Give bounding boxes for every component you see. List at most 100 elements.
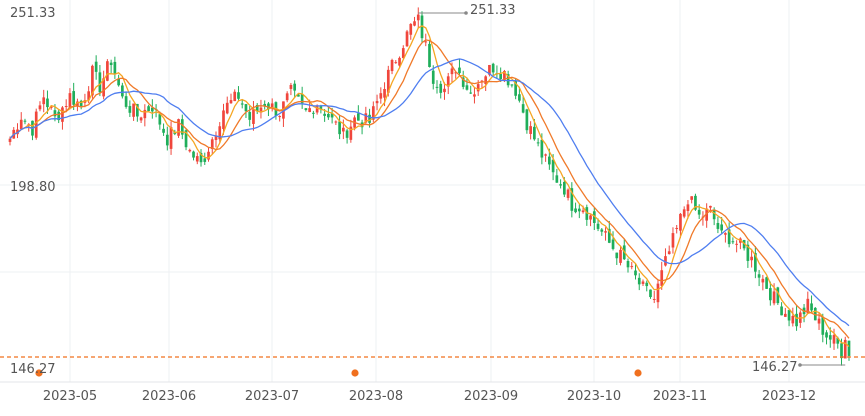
candle-body [106, 61, 109, 81]
candle-body [139, 117, 143, 121]
candle-body [338, 121, 341, 135]
candle-body [19, 119, 23, 129]
candle-body [443, 88, 446, 93]
candle-body [312, 112, 315, 114]
candle-body [604, 231, 607, 233]
candle-body [810, 303, 813, 311]
candle-body [439, 83, 443, 93]
candle-body [765, 277, 768, 289]
candle-body [551, 159, 555, 173]
candle-body [229, 100, 233, 104]
candle-body [675, 227, 679, 229]
candle-body [124, 96, 128, 107]
candle-body [506, 74, 510, 86]
candle-body [330, 113, 334, 118]
candle-body [409, 23, 413, 35]
candle-body [836, 337, 840, 344]
candle-body [682, 209, 686, 217]
candle-body [428, 43, 431, 67]
candle-body [828, 335, 832, 340]
candle-body [596, 223, 600, 229]
candle-body [641, 281, 645, 284]
candle-body [225, 102, 229, 114]
candle-body [184, 130, 188, 148]
candle-body [473, 94, 476, 97]
candle-body [731, 241, 735, 243]
candle-body [607, 228, 611, 243]
candle-body [484, 76, 488, 85]
candle-body [401, 48, 405, 58]
candle-body [716, 223, 720, 229]
candle-body [76, 101, 79, 107]
candle-body [488, 64, 491, 75]
candle-body [769, 288, 772, 301]
candle-body [285, 93, 289, 101]
candle-body [102, 78, 105, 97]
candle-body [518, 94, 521, 101]
candle-body [349, 126, 353, 140]
current-price-callout: 146.27 [752, 360, 798, 375]
x-tick-label: 2023-08 [349, 389, 403, 404]
candle-body [679, 213, 682, 231]
candle-body [525, 109, 529, 131]
candle-body [712, 209, 716, 220]
candle-body [458, 67, 461, 74]
candle-body [611, 239, 615, 249]
candle-body [237, 92, 240, 99]
candle-body [562, 181, 566, 195]
min-price-label: 146.27 [10, 362, 56, 377]
candle-body [615, 252, 619, 259]
candle-body [454, 72, 458, 74]
candle-body [761, 278, 765, 283]
candle-body [416, 14, 420, 21]
candle-body [252, 109, 255, 124]
candle-body [72, 91, 76, 105]
candle-body [345, 130, 349, 138]
candle-body [192, 151, 195, 158]
candle-body [38, 105, 42, 110]
candle-body [521, 104, 525, 113]
max-price-callout: 251.33 [470, 3, 516, 18]
candle-body [825, 332, 828, 338]
candle-body [334, 121, 338, 123]
candle-body [61, 107, 64, 122]
candle-body [637, 277, 641, 285]
candle-body [132, 103, 135, 117]
candle-body [544, 154, 547, 156]
candle-body [207, 151, 210, 160]
x-tick-label: 2023-09 [464, 389, 518, 404]
candle-body [510, 84, 514, 86]
candle-body [398, 57, 401, 66]
candle-body [375, 101, 379, 104]
candle-body [413, 21, 416, 26]
candle-body [664, 256, 667, 266]
candle-body [435, 86, 439, 88]
candle-body [203, 158, 207, 162]
candle-body [686, 204, 690, 211]
candle-body [315, 105, 319, 113]
candle-body [424, 41, 428, 43]
candle-body [165, 134, 169, 146]
candle-body [533, 126, 536, 140]
candle-body [233, 91, 237, 102]
max-callout-dot [464, 11, 468, 15]
candle-body [270, 103, 274, 109]
candle-body [255, 104, 259, 112]
candle-body [91, 65, 94, 96]
candle-body [847, 340, 851, 356]
candle-body [746, 244, 750, 261]
candle-body [780, 306, 783, 316]
candle-body [431, 70, 435, 84]
candle-body [240, 103, 244, 105]
candle-body [577, 208, 581, 212]
candle-body [720, 224, 723, 231]
candle-body [832, 335, 836, 344]
candle-body [469, 92, 473, 94]
candle-body [600, 229, 604, 232]
candle-body [263, 103, 267, 107]
candle-body [843, 339, 847, 359]
candle-body [791, 316, 795, 324]
candle-body [98, 72, 102, 93]
candle-body [656, 283, 660, 303]
candle-body [697, 209, 701, 215]
